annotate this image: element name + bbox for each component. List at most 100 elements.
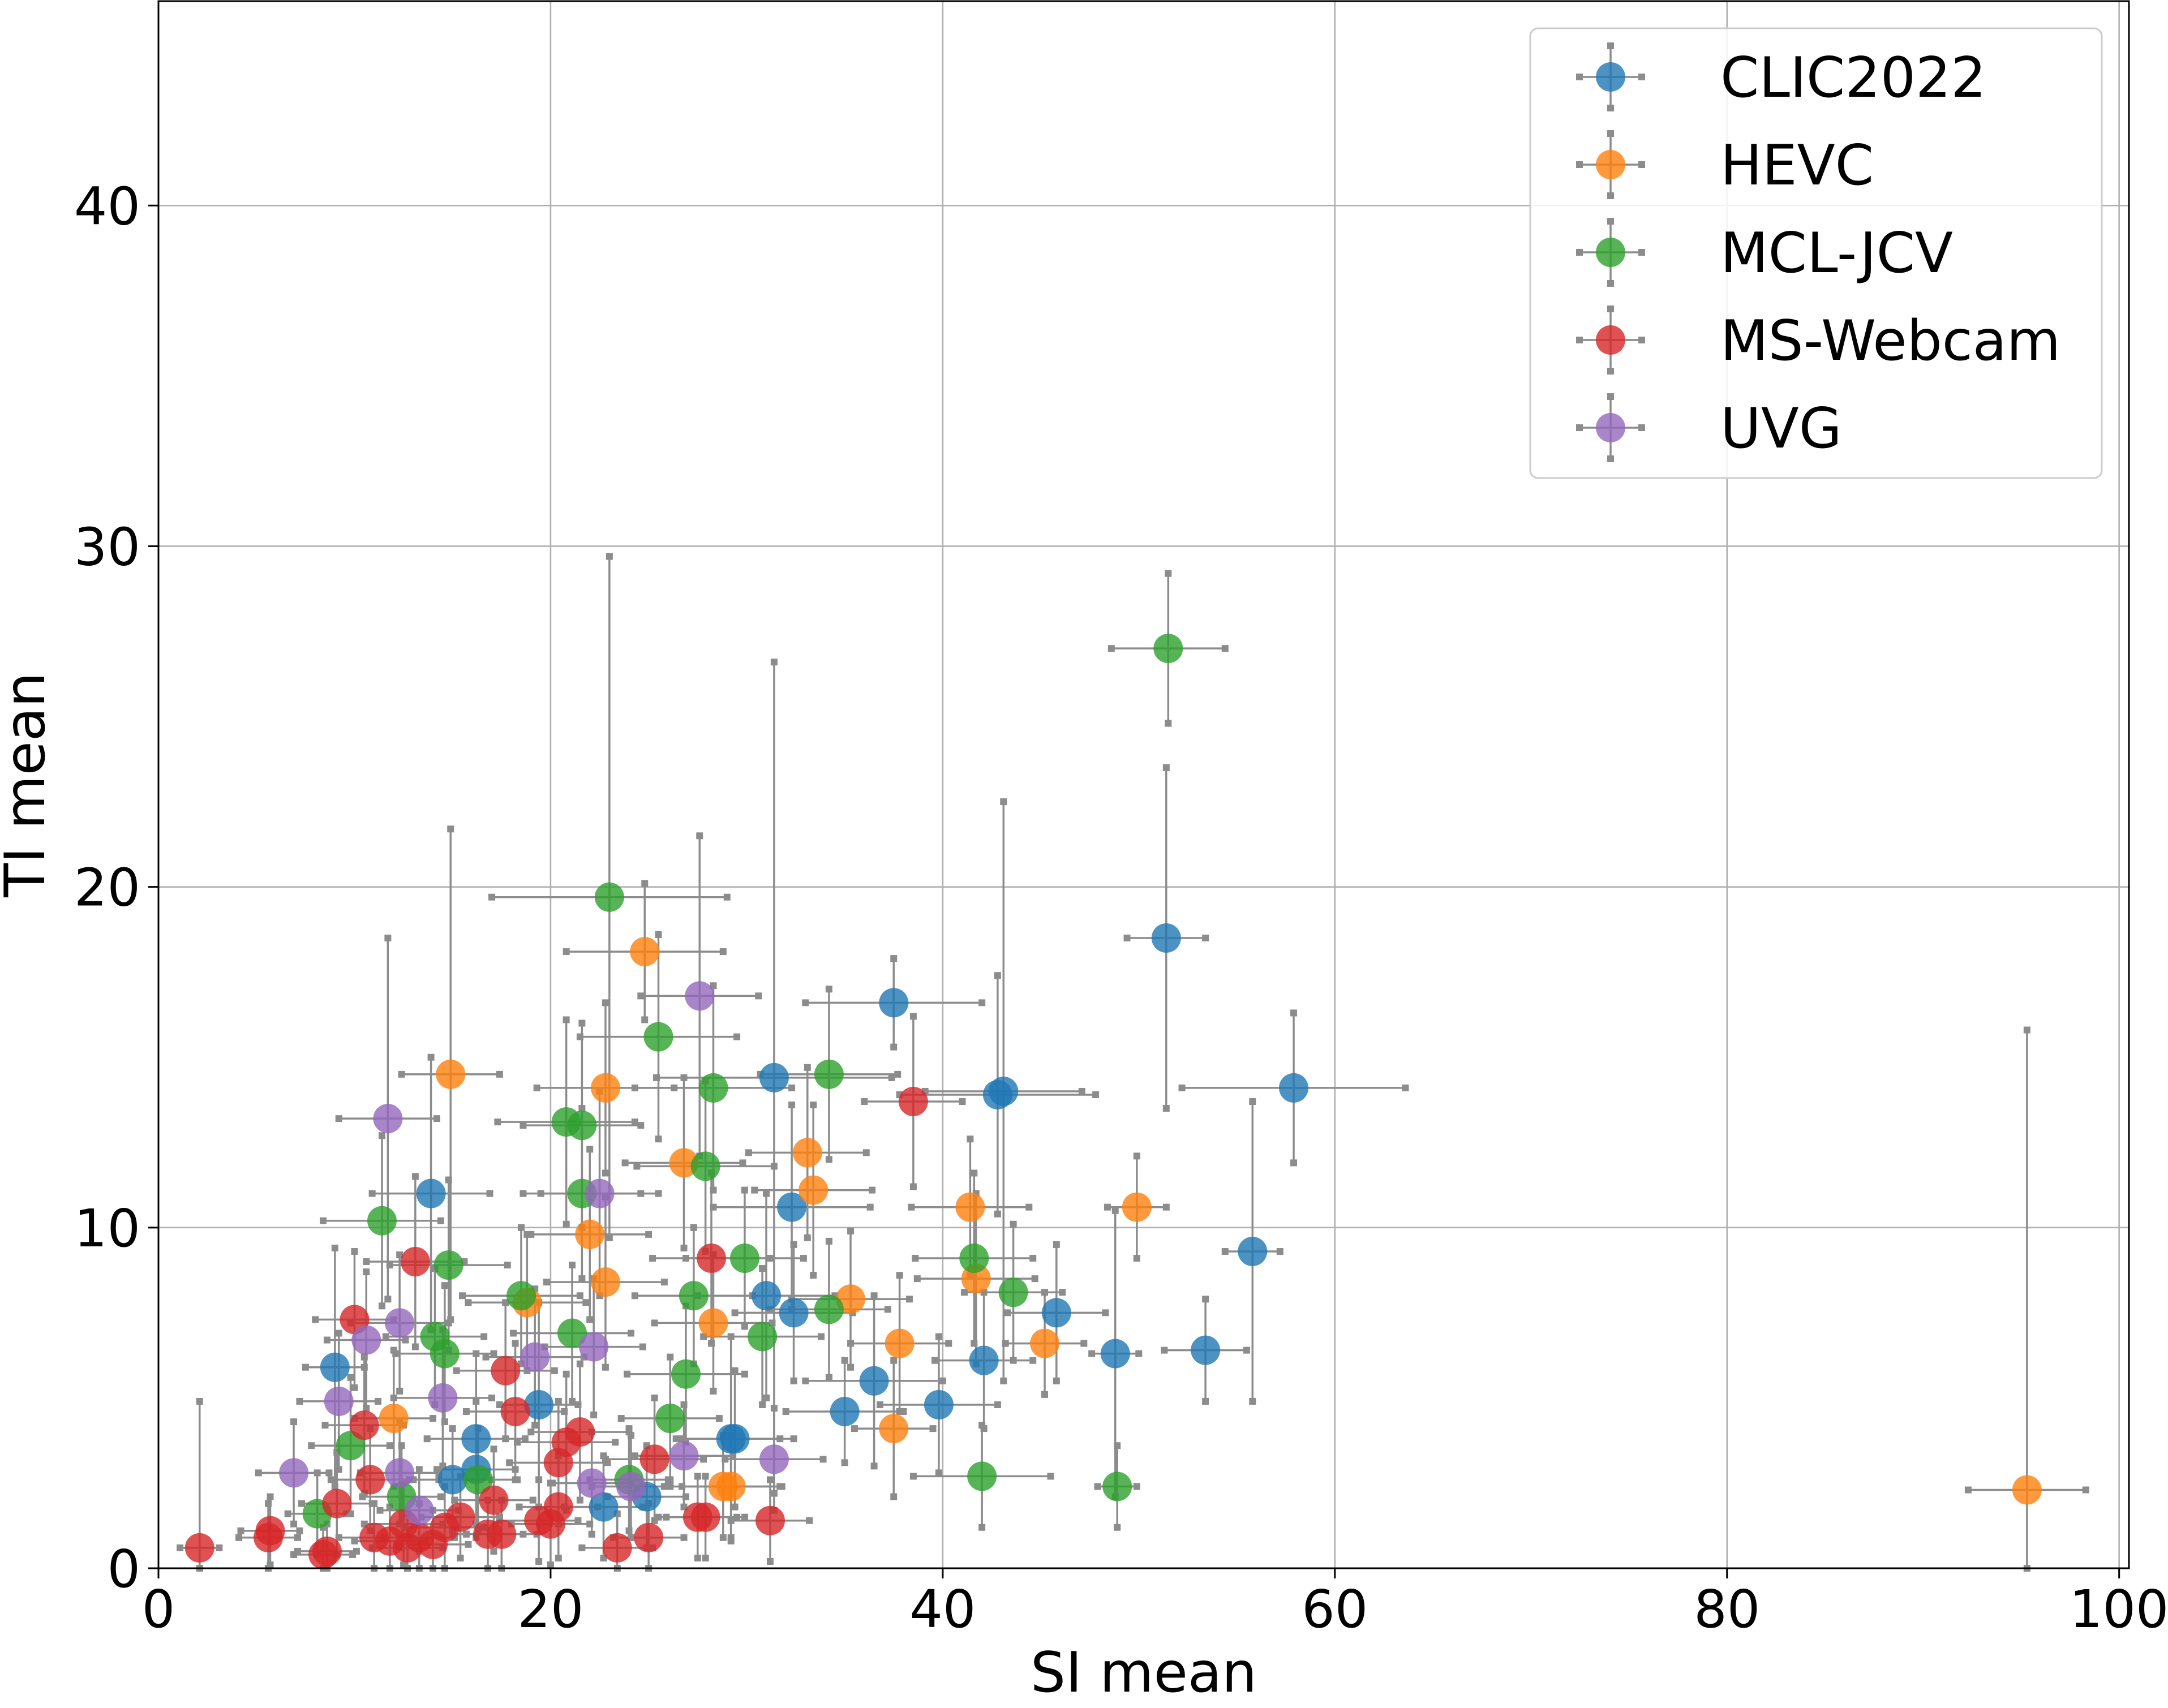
data-point — [367, 1206, 397, 1236]
error-cap — [1088, 1350, 1096, 1357]
error-cap — [978, 1524, 986, 1531]
data-point — [879, 1414, 909, 1444]
error-cap — [521, 1435, 529, 1443]
error-cap — [751, 1186, 758, 1194]
error-cap — [578, 1275, 586, 1283]
error-cap — [494, 1118, 501, 1126]
error-cap — [655, 931, 662, 938]
error-cap — [655, 1513, 662, 1521]
error-cap — [520, 1122, 527, 1129]
data-point — [752, 1281, 782, 1311]
data-point — [982, 1079, 1012, 1109]
error-cap — [617, 1415, 625, 1422]
error-cap — [296, 1397, 303, 1405]
error-cap — [909, 1473, 917, 1480]
error-cap — [870, 1292, 878, 1300]
error-cap — [237, 1527, 244, 1534]
error-cap — [1964, 1486, 1972, 1494]
legend-marker — [1596, 325, 1625, 355]
error-cap — [788, 1084, 796, 1091]
data-point — [729, 1244, 759, 1274]
error-cap — [759, 1265, 766, 1272]
error-cap — [994, 972, 1001, 979]
legend-label: MCL-JCV — [1720, 221, 1953, 286]
error-cap — [690, 1224, 697, 1231]
error-cap — [390, 1394, 397, 1401]
legend-marker — [1596, 150, 1625, 179]
x-tick-label: 20 — [517, 1579, 583, 1640]
error-cap — [578, 1105, 586, 1112]
legend-error-cap — [1576, 424, 1583, 431]
data-point — [792, 1138, 822, 1168]
data-point — [879, 988, 909, 1018]
y-tick-label: 20 — [74, 858, 140, 918]
data-point — [479, 1485, 509, 1515]
error-cap — [555, 1554, 562, 1561]
data-point — [535, 1509, 565, 1539]
error-cap — [576, 1292, 583, 1300]
error-cap — [512, 1340, 519, 1347]
data-point — [669, 1148, 699, 1178]
error-cap — [351, 1537, 358, 1544]
error-cap — [696, 832, 703, 840]
data-point — [698, 1073, 728, 1103]
legend-label: HEVC — [1720, 134, 1874, 198]
error-cap — [1107, 645, 1115, 652]
data-point — [506, 1281, 536, 1311]
error-cap — [1047, 1473, 1054, 1480]
y-tick-label: 0 — [107, 1539, 140, 1599]
error-cap — [908, 1203, 915, 1211]
error-cap — [555, 1397, 562, 1405]
data-point — [428, 1383, 458, 1413]
data-point — [643, 1022, 673, 1052]
error-cap — [549, 1479, 556, 1487]
error-cap — [290, 1551, 298, 1558]
x-tick-label: 100 — [2070, 1579, 2168, 1640]
error-cap — [1290, 1009, 1298, 1017]
data-point — [590, 1073, 620, 1103]
legend-error-cap — [1607, 455, 1614, 462]
error-cap — [806, 1517, 813, 1524]
error-cap — [437, 1493, 444, 1500]
error-cap — [586, 1146, 594, 1153]
data-point — [1102, 1472, 1132, 1502]
error-cap — [935, 1469, 942, 1477]
error-cap — [1078, 1087, 1085, 1095]
error-cap — [847, 1363, 855, 1371]
error-cap — [978, 1422, 986, 1429]
error-cap — [1053, 1241, 1060, 1248]
error-cap — [631, 1452, 638, 1460]
error-cap — [804, 1064, 811, 1071]
legend-error-cap — [1576, 161, 1583, 168]
error-cap — [177, 1544, 184, 1551]
legend-error-cap — [1638, 161, 1645, 168]
error-cap — [323, 1336, 330, 1344]
error-cap — [449, 1425, 456, 1432]
data-point — [969, 1345, 999, 1375]
error-cap — [694, 1473, 701, 1480]
error-cap — [708, 1340, 715, 1347]
data-point — [602, 1533, 632, 1563]
data-point — [830, 1397, 860, 1426]
data-point — [320, 1352, 350, 1382]
data-point — [671, 1359, 701, 1389]
y-axis-label: TI mean — [0, 672, 58, 898]
error-cap — [576, 1496, 583, 1504]
error-cap — [1114, 1442, 1121, 1449]
data-point — [1041, 1298, 1071, 1328]
data-point — [1151, 923, 1181, 953]
error-cap — [392, 1350, 400, 1357]
data-point — [385, 1458, 415, 1488]
data-point — [279, 1458, 309, 1488]
legend-error-cap — [1607, 42, 1614, 49]
error-cap — [547, 1561, 554, 1568]
error-cap — [1249, 1098, 1256, 1105]
data-point — [759, 1444, 789, 1474]
data-point — [585, 1178, 615, 1208]
error-cap — [533, 1084, 540, 1091]
error-cap — [576, 1360, 583, 1367]
error-cap — [825, 1237, 832, 1245]
error-cap — [371, 1500, 378, 1507]
error-cap — [909, 1013, 917, 1020]
data-point — [520, 1342, 550, 1372]
